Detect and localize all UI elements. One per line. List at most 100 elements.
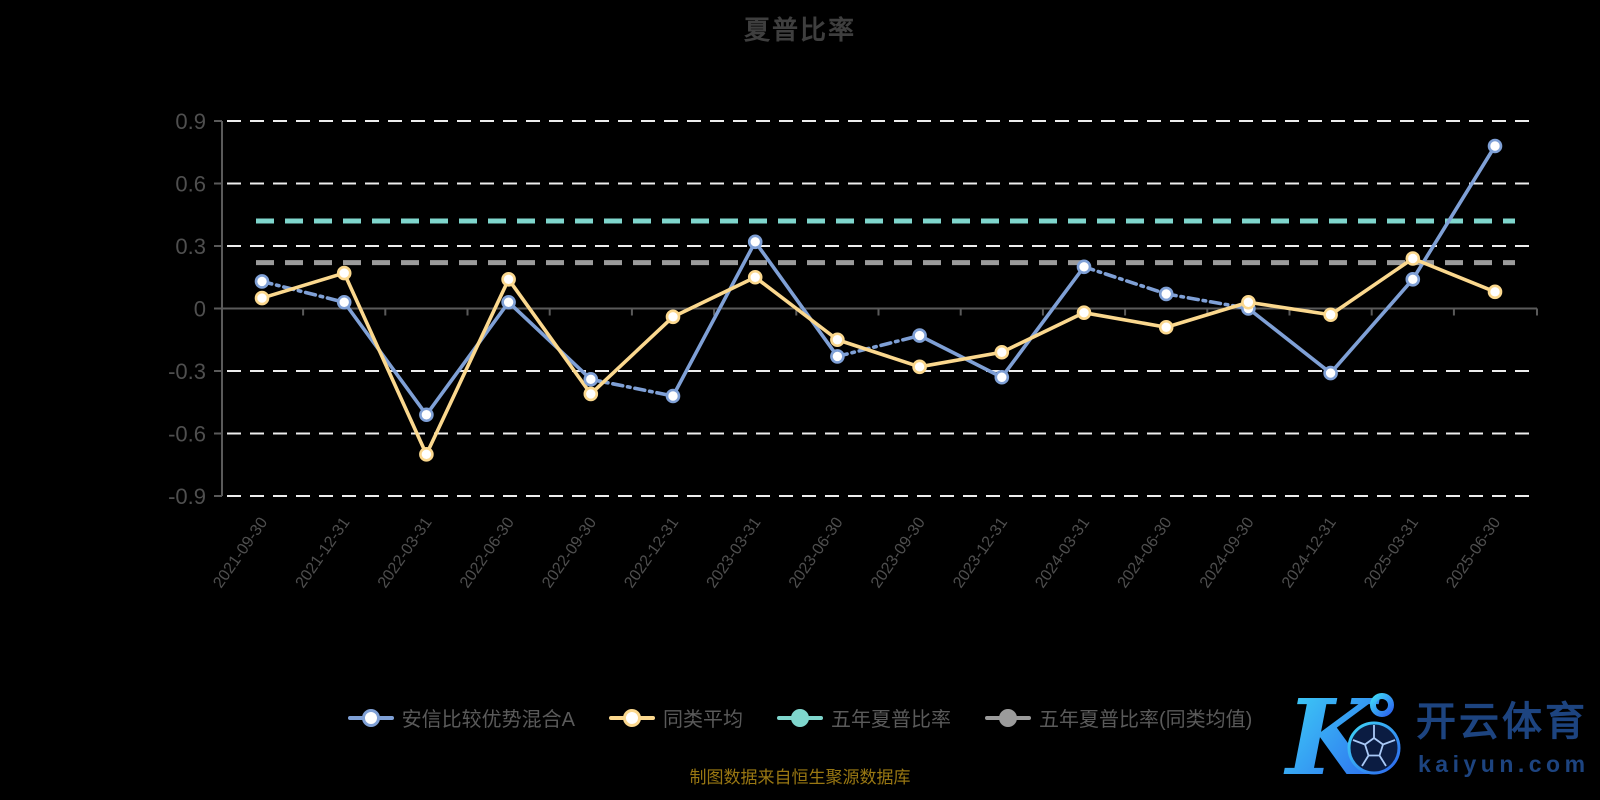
- data-point-marker: [336, 294, 352, 310]
- data-point-marker: [1076, 305, 1092, 320]
- x-axis-label: 2023-03-31: [704, 514, 765, 591]
- data-source-note: 制图数据来自恒生聚源数据库: [689, 768, 911, 787]
- data-point-marker: [994, 369, 1010, 385]
- data-point-marker: [665, 309, 681, 325]
- series-line-segment: [1246, 300, 1333, 317]
- chart-legend: 安信比较优势混合A 同类平均 五年夏普比率 五年夏普比率(同类均值): [0, 703, 1600, 732]
- legend-marker-icon: [777, 708, 823, 728]
- data-point-marker: [747, 269, 763, 285]
- legend-item-3[interactable]: 五年夏普比率: [777, 703, 951, 732]
- chart-title: 夏普比率: [743, 15, 856, 45]
- series-line-segment: [1411, 256, 1497, 294]
- series-line-segment: [342, 271, 429, 457]
- legend-item-2[interactable]: 同类平均: [609, 703, 743, 732]
- kaiyun-domain-text: kaiyun.com: [1418, 751, 1590, 777]
- y-axis-label: -0.3: [168, 359, 206, 384]
- series-line-segment: [588, 315, 675, 396]
- legend-label: 同类平均: [663, 709, 743, 731]
- data-point-marker: [830, 332, 845, 348]
- x-axis-label: 2022-09-30: [539, 514, 600, 591]
- series-line-segment: [260, 279, 347, 305]
- x-axis-label: 2023-06-30: [786, 514, 847, 591]
- y-axis-label: 0.3: [175, 234, 206, 259]
- data-point-marker: [419, 447, 434, 462]
- x-axis-label: 2025-06-30: [1443, 514, 1504, 591]
- legend-marker-icon: [985, 708, 1031, 728]
- legend-item-1[interactable]: 安信比较优势混合A: [347, 703, 575, 732]
- series-line-segment: [1411, 144, 1497, 282]
- series-line-segment: [342, 300, 429, 417]
- legend-marker-icon: [609, 708, 655, 728]
- data-point-marker: [1323, 307, 1338, 323]
- data-point-marker: [254, 274, 270, 289]
- legend-label: 安信比较优势混合A: [401, 709, 575, 731]
- data-point-marker: [419, 407, 434, 423]
- series-line-segment: [260, 271, 347, 300]
- data-point-marker: [583, 386, 599, 402]
- series-line-segment: [753, 275, 840, 342]
- y-axis-label: 0.6: [175, 172, 206, 197]
- data-point-marker: [501, 294, 516, 310]
- series-line-segment: [671, 240, 758, 398]
- series-line-segment: [835, 333, 922, 359]
- data-point-marker: [747, 234, 763, 250]
- x-axis-label: 2025-03-31: [1361, 514, 1422, 591]
- series-line-segment: [506, 277, 593, 396]
- x-axis-label: 2022-03-31: [375, 514, 436, 591]
- data-point-marker: [1241, 294, 1256, 310]
- data-point-marker: [336, 265, 352, 281]
- data-point-marker: [830, 349, 845, 364]
- series-line-segment: [835, 337, 922, 369]
- data-point-marker: [912, 359, 927, 375]
- legend-marker-icon: [347, 708, 394, 728]
- data-point-marker: [1323, 365, 1338, 381]
- data-point-marker: [1405, 251, 1421, 266]
- legend-label: 五年夏普比率: [831, 709, 951, 731]
- y-axis-label: 0: [194, 297, 206, 322]
- y-axis-label: -0.6: [168, 422, 206, 447]
- kaiyun-watermark-logo[interactable]: K 开云体育 kaiyun.com: [1282, 676, 1600, 799]
- data-point-marker: [1487, 284, 1503, 300]
- series-line-segment: [1246, 306, 1333, 375]
- data-point-marker: [1405, 272, 1421, 287]
- kaiyun-logo-graphic: K 开云体育 kaiyun.com: [1283, 676, 1590, 799]
- series-line-segment: [1082, 265, 1168, 296]
- soccer-ball-icon: [1347, 721, 1401, 775]
- series-line-segment: [671, 275, 758, 319]
- series-line-segment: [917, 333, 1004, 380]
- y-axis-label: -0.9: [168, 484, 206, 509]
- series-line-segment: [506, 300, 593, 382]
- series-line-segment: [753, 240, 840, 359]
- x-axis-label: 2022-12-31: [621, 514, 682, 591]
- x-axis-label: 2024-09-30: [1197, 514, 1258, 591]
- data-point-marker: [1158, 319, 1174, 335]
- data-point-marker: [1076, 259, 1092, 275]
- y-axis-label: 0.9: [175, 109, 206, 134]
- series-line-segment: [424, 277, 511, 457]
- kaiyun-brand-text: 开云体育: [1416, 700, 1588, 744]
- series-line-segment: [424, 300, 511, 417]
- data-point-marker: [501, 272, 516, 287]
- x-axis-label: 2024-12-31: [1279, 514, 1340, 591]
- legend-label: 五年夏普比率(同类均值): [1039, 709, 1253, 731]
- x-axis-label: 2023-09-30: [868, 514, 929, 591]
- data-point-marker: [1158, 286, 1174, 302]
- legend-item-4[interactable]: 五年夏普比率(同类均值): [985, 703, 1252, 732]
- x-axis-label: 2024-06-30: [1115, 514, 1176, 591]
- x-axis-label: 2022-06-30: [457, 514, 518, 591]
- series-line-segment: [917, 350, 1004, 369]
- x-axis-label: 2023-12-31: [950, 514, 1011, 591]
- x-axis-label: 2021-12-31: [293, 514, 354, 591]
- data-point-marker: [665, 388, 681, 404]
- data-point-marker: [254, 290, 270, 306]
- data-point-marker: [994, 344, 1010, 360]
- series-line-segment: [1328, 277, 1415, 375]
- series-line-segment: [999, 265, 1086, 380]
- series-line-segment: [1164, 300, 1251, 330]
- data-point-marker: [1487, 138, 1503, 154]
- series-line-segment: [1082, 310, 1168, 330]
- x-axis-label: 2024-03-31: [1032, 514, 1093, 591]
- series-line-segment: [999, 310, 1086, 355]
